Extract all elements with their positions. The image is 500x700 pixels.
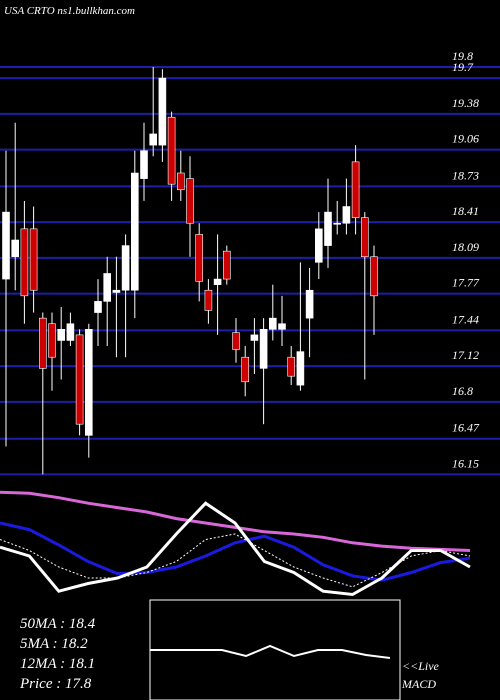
- candle-body: [278, 323, 286, 330]
- ma-label: 5MA : 18.2: [20, 636, 88, 652]
- y-tick-label: 18.09: [452, 240, 479, 254]
- candle-body: [324, 211, 332, 246]
- y-tick-label: 16.8: [452, 384, 473, 398]
- candle-body: [296, 351, 305, 386]
- candle-body: [20, 228, 29, 297]
- candle-body: [195, 234, 203, 282]
- candle-body: [66, 323, 75, 341]
- y-tick-label: 17.12: [452, 348, 479, 362]
- candle-body: [314, 228, 323, 263]
- candle-body: [131, 172, 139, 291]
- candle-body: [177, 172, 185, 191]
- candle-body: [223, 250, 231, 280]
- live-label: <<Live: [402, 659, 440, 673]
- y-tick-label: 16.15: [452, 456, 479, 470]
- indicator-line: [0, 521, 471, 582]
- candle-body: [57, 329, 66, 341]
- y-tick-label: 19.06: [452, 132, 479, 146]
- y-tick-label: 17.77: [452, 276, 480, 290]
- y-tick-label: 16.47: [452, 421, 480, 435]
- candle-body: [342, 206, 351, 224]
- candle-body: [75, 334, 84, 425]
- candle-body: [112, 289, 121, 293]
- macd-label: MACD: [401, 677, 436, 691]
- candle-body: [158, 77, 167, 146]
- candle-body: [85, 329, 93, 436]
- y-tick-label: 19.38: [452, 96, 479, 110]
- candle-body: [167, 116, 176, 185]
- candle-body: [11, 239, 19, 258]
- y-tick-label: 19.7: [452, 60, 474, 74]
- candle-body: [38, 317, 47, 369]
- candle-body: [2, 211, 10, 280]
- ma-label: 50MA : 18.4: [20, 616, 96, 632]
- candle-body: [259, 329, 268, 369]
- candle-body: [268, 317, 277, 330]
- candle-body: [305, 289, 314, 319]
- candle-body: [29, 228, 38, 291]
- candle-body: [140, 150, 148, 179]
- y-tick-label: 17.44: [452, 312, 479, 326]
- candle-body: [360, 217, 369, 258]
- candle-body: [94, 301, 102, 313]
- candle-body: [287, 356, 296, 377]
- candle-body: [241, 356, 249, 383]
- candle-body: [232, 332, 240, 350]
- candle-body: [103, 273, 111, 302]
- chart-title: USA CRTO ns1.bullkhan.com: [4, 5, 135, 17]
- candle-body: [333, 222, 342, 225]
- y-tick-label: 18.41: [452, 204, 479, 218]
- candle-body: [204, 289, 213, 311]
- indicator-line: [0, 501, 471, 597]
- candle-body: [48, 323, 56, 358]
- ma-label: 12MA : 18.1: [20, 656, 95, 672]
- indicator-line: [0, 490, 471, 552]
- ma-label: Price : 17.8: [19, 676, 92, 692]
- y-tick-label: 18.73: [452, 168, 479, 182]
- candle-body: [186, 178, 194, 224]
- candle-body: [121, 245, 130, 291]
- candle-body: [351, 161, 360, 218]
- candle-body: [213, 278, 222, 285]
- y-tick-label: 19.8: [452, 49, 473, 63]
- candle-body: [149, 133, 157, 146]
- indicator-line: [0, 533, 471, 588]
- macd-line: [150, 644, 391, 659]
- candle-body: [370, 256, 378, 297]
- candle-body: [250, 334, 259, 341]
